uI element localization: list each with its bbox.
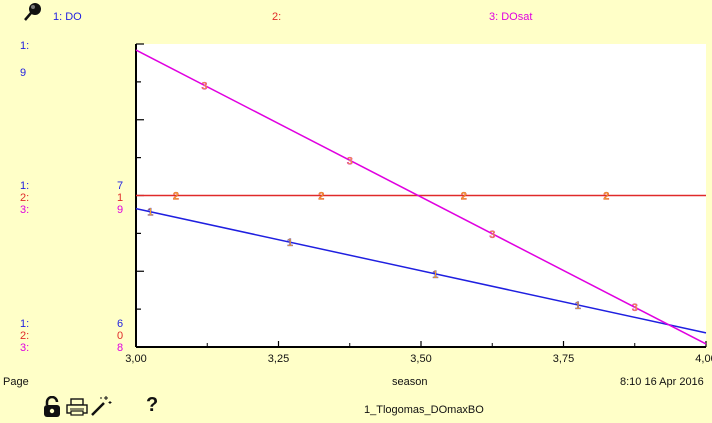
- lock-icon[interactable]: [42, 395, 62, 423]
- scale-bot-label-3: 3:: [20, 342, 30, 354]
- magic-wand-icon[interactable]: [90, 395, 112, 422]
- print-icon[interactable]: [66, 398, 88, 421]
- series-3-marker-3: 3: [632, 302, 638, 314]
- scale-mid-value-2: 1: [117, 192, 124, 204]
- legend-series-3: 3: DOsat: [489, 11, 533, 23]
- scale-mid-label-1: 1:: [20, 180, 30, 192]
- x-tick-label-4: 4,00: [695, 353, 712, 365]
- scale-mid-label-3: 3:: [20, 204, 30, 216]
- scale-mid-value-3: 9: [117, 204, 124, 216]
- series-3-marker-2: 3: [489, 229, 495, 241]
- series-line-3: [135, 49, 707, 345]
- scale-bot-label-2: 2:: [20, 330, 30, 342]
- x-tick-label-0: 3,00: [125, 353, 146, 365]
- series-1-marker-2: 1: [432, 269, 438, 281]
- legend-series-1: 1: DO: [53, 11, 82, 23]
- model-name: 1_Tlogomas_DOmaxBO: [364, 404, 484, 416]
- series-line-1: [135, 207, 707, 334]
- timestamp: 8:10 16 Apr 2016: [620, 376, 704, 388]
- scale-top-label-1: 1:: [20, 40, 30, 52]
- scale-bot-value-1: 6: [117, 318, 124, 330]
- x-tick-label-3: 3,75: [553, 353, 574, 365]
- series-3-marker-1: 3: [347, 155, 353, 167]
- x-tick-label-1: 3,25: [268, 353, 289, 365]
- series-1-marker-0: 1: [147, 207, 153, 219]
- scale-bot-value-3: 8: [117, 342, 124, 354]
- pin-icon[interactable]: [22, 2, 44, 27]
- series-2-marker-3: 2: [603, 191, 609, 203]
- scale-mid-value-1: 7: [117, 180, 124, 192]
- scale-mid-label-2: 2:: [20, 192, 30, 204]
- series-2-marker-0: 2: [173, 191, 179, 203]
- x-tick-label-2: 3,50: [410, 353, 431, 365]
- x-axis-label: season: [392, 376, 428, 388]
- series-1-marker-3: 1: [575, 300, 581, 312]
- scale-bot-value-2: 0: [117, 330, 124, 342]
- scale-top-value-1: 9: [20, 67, 27, 79]
- scale-bot-label-1: 1:: [20, 318, 30, 330]
- legend-series-2: 2:: [272, 11, 282, 23]
- help-icon[interactable]: ?: [146, 394, 159, 416]
- series-2-marker-2: 2: [461, 191, 467, 203]
- series-1-marker-1: 1: [287, 237, 293, 249]
- series-3-marker-0: 3: [201, 80, 207, 92]
- page-label[interactable]: Page: [3, 376, 29, 388]
- series-2-marker-1: 2: [318, 191, 324, 203]
